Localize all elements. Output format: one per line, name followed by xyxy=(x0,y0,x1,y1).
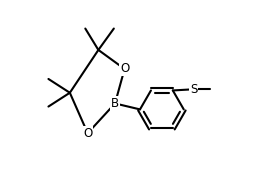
Text: B: B xyxy=(111,97,119,110)
Text: O: O xyxy=(120,62,129,76)
Text: S: S xyxy=(190,83,197,96)
Text: O: O xyxy=(83,127,92,140)
